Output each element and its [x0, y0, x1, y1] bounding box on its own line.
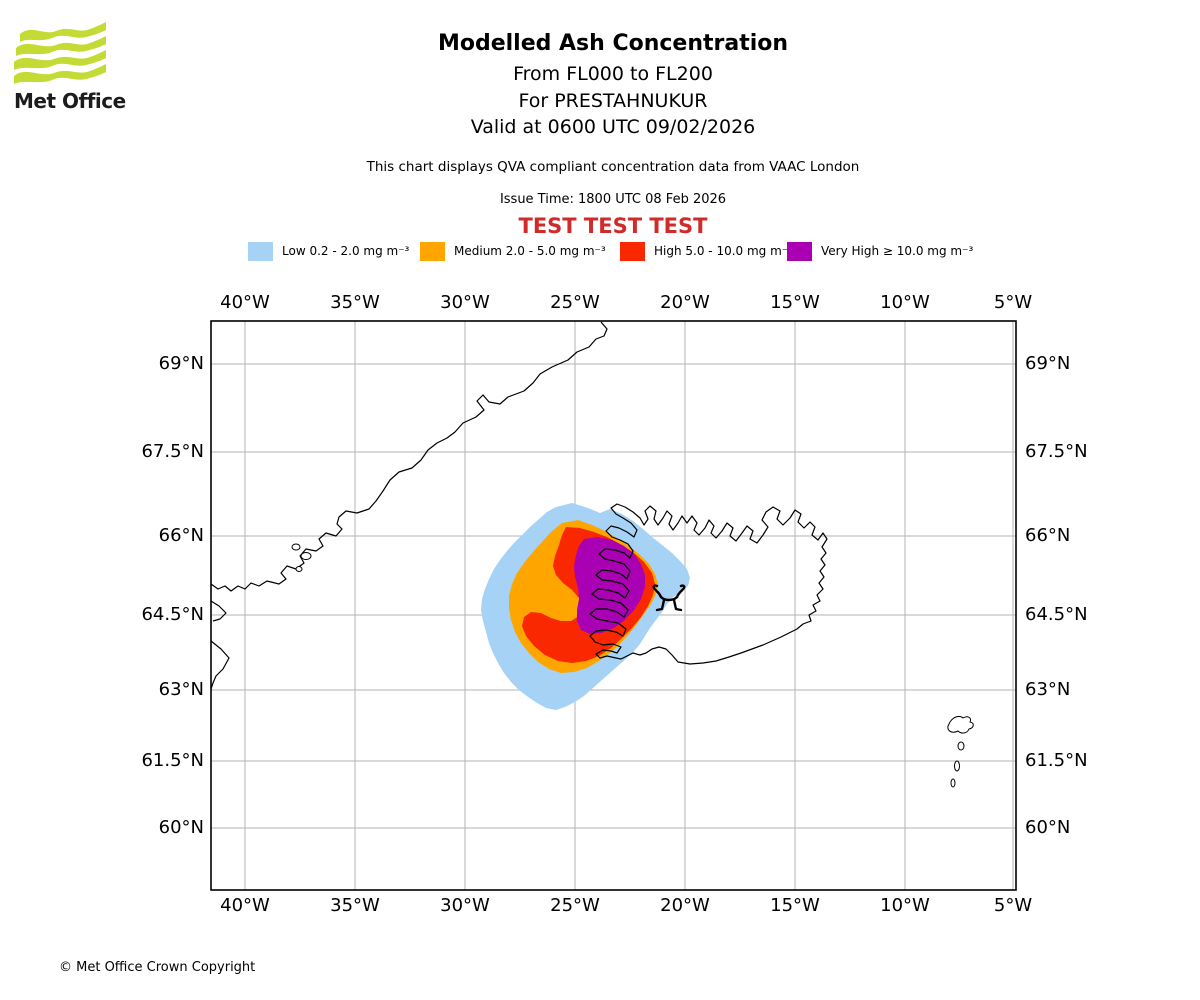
lon-label-bottom: 15°W — [770, 895, 820, 916]
qva-note: This chart displays QVA compliant concen… — [366, 159, 860, 175]
met-office-logo — [14, 22, 106, 84]
lon-label-top: 5°W — [993, 292, 1033, 313]
legend-label-low: Low 0.2 - 2.0 mg m⁻³ — [282, 244, 410, 258]
legend-item-high: High 5.0 - 10.0 mg m⁻³ — [620, 241, 793, 261]
lat-label-left: 66°N — [158, 525, 204, 546]
legend-item-low: Low 0.2 - 2.0 mg m⁻³ — [248, 241, 409, 261]
legend-swatch-very-high — [787, 241, 812, 261]
lat-label-left: 61.5°N — [141, 750, 204, 771]
greenland-coastline — [210, 321, 608, 690]
greenland-offshore-island — [300, 552, 312, 560]
map-frame — [210, 320, 1017, 891]
lon-label-bottom: 10°W — [880, 895, 930, 916]
issue-time: Issue Time: 1800 UTC 08 Feb 2026 — [499, 192, 727, 207]
legend-swatch-low — [248, 241, 273, 261]
lon-label-top: 25°W — [550, 292, 600, 313]
lat-label-left: 63°N — [158, 679, 204, 700]
legend-swatch-high — [620, 241, 645, 261]
lon-label-top: 35°W — [330, 292, 380, 313]
legend-item-medium: Medium 2.0 - 5.0 mg m⁻³ — [420, 241, 606, 261]
faroe-islands-coastline — [947, 715, 974, 788]
volcano-eruption-icon — [652, 584, 686, 612]
lat-label-left: 64.5°N — [141, 604, 204, 625]
lon-label-top: 10°W — [880, 292, 930, 313]
greenland-offshore-island — [295, 566, 303, 572]
lat-label-right: 69°N — [1025, 353, 1071, 374]
page-title: Modelled Ash Concentration — [437, 31, 789, 56]
lon-label-top: 40°W — [220, 292, 270, 313]
lon-label-top: 30°W — [440, 292, 490, 313]
iceland-coastline — [589, 503, 828, 665]
greenland-offshore-island — [291, 543, 301, 551]
legend-label-high: High 5.0 - 10.0 mg m⁻³ — [654, 244, 793, 258]
lat-label-right: 60°N — [1025, 817, 1071, 838]
lat-label-right: 67.5°N — [1025, 441, 1088, 462]
legend-label-medium: Medium 2.0 - 5.0 mg m⁻³ — [454, 244, 606, 258]
lat-label-right: 64.5°N — [1025, 604, 1088, 625]
lon-label-bottom: 30°W — [440, 895, 490, 916]
lon-label-bottom: 40°W — [220, 895, 270, 916]
lon-label-bottom: 20°W — [660, 895, 710, 916]
lat-label-left: 69°N — [158, 353, 204, 374]
lon-label-bottom: 5°W — [993, 895, 1033, 916]
lat-label-right: 61.5°N — [1025, 750, 1088, 771]
copyright-notice: © Met Office Crown Copyright — [59, 960, 256, 975]
lat-label-right: 66°N — [1025, 525, 1071, 546]
test-banner: TEST TEST TEST — [518, 214, 708, 238]
legend-label-very-high: Very High ≥ 10.0 mg m⁻³ — [821, 244, 974, 258]
lon-label-top: 15°W — [770, 292, 820, 313]
lat-label-right: 63°N — [1025, 679, 1071, 700]
subtitle-flight-levels: From FL000 to FL200 — [513, 63, 713, 85]
lon-label-bottom: 35°W — [330, 895, 380, 916]
ash-concentration-map — [210, 320, 1017, 891]
subtitle-volcano: For PRESTAHNUKUR — [518, 90, 708, 112]
lat-label-left: 67.5°N — [141, 441, 204, 462]
met-office-logo-text: Met Office — [14, 89, 126, 113]
subtitle-valid-time: Valid at 0600 UTC 09/02/2026 — [470, 116, 756, 138]
lon-label-top: 20°W — [660, 292, 710, 313]
legend-swatch-medium — [420, 241, 445, 261]
lat-label-left: 60°N — [158, 817, 204, 838]
lon-label-bottom: 25°W — [550, 895, 600, 916]
legend-item-very-high: Very High ≥ 10.0 mg m⁻³ — [787, 241, 973, 261]
